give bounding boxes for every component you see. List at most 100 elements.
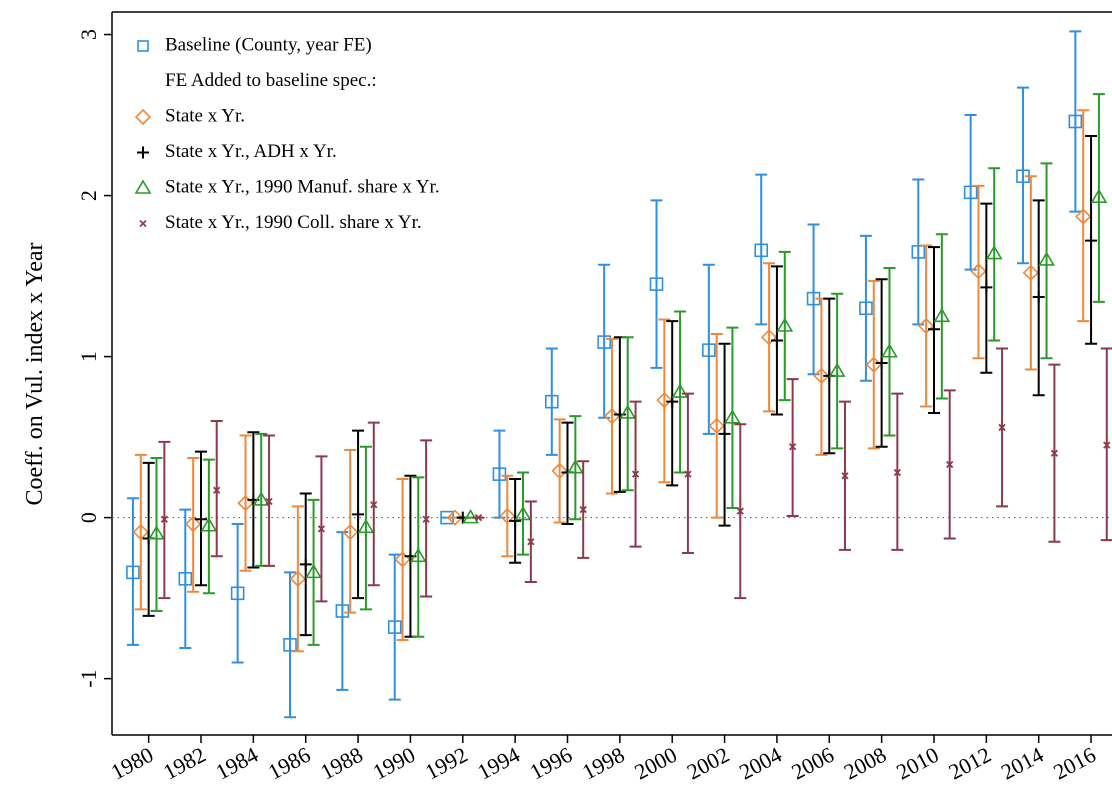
marker xyxy=(387,620,402,634)
marker xyxy=(1038,251,1055,266)
marker xyxy=(933,307,951,323)
error-bar xyxy=(920,244,933,408)
error-bar xyxy=(545,347,558,456)
marker xyxy=(305,563,322,579)
error-bar xyxy=(778,250,791,402)
x-tick-label: 2006 xyxy=(787,742,838,785)
marker xyxy=(859,301,873,316)
error-bar xyxy=(726,326,739,509)
marker xyxy=(370,501,378,509)
error-bar xyxy=(336,531,349,691)
marker xyxy=(718,427,731,440)
error-bar xyxy=(359,445,372,611)
marker xyxy=(918,317,935,335)
marker xyxy=(509,514,522,527)
legend-label: State x Yr., 1990 Manuf. share x Yr. xyxy=(165,176,440,197)
error-bar xyxy=(710,333,723,519)
error-bar xyxy=(1069,30,1082,213)
marker xyxy=(1103,441,1111,449)
legend-marker xyxy=(137,40,149,52)
marker xyxy=(566,459,584,474)
x-tick-label: 2016 xyxy=(1049,742,1100,785)
x-tick-label: 2008 xyxy=(840,742,891,785)
marker xyxy=(828,362,846,377)
marker xyxy=(702,343,716,357)
legend-label: State x Yr., 1990 Coll. share x Yr. xyxy=(165,212,422,233)
marker xyxy=(132,523,149,541)
marker xyxy=(352,508,365,521)
marker xyxy=(178,572,193,586)
marker xyxy=(317,525,326,533)
legend-note: FE Added to baseline spec.: xyxy=(165,70,377,91)
y-axis-label: Coeff. on Vul. index x Year xyxy=(22,243,48,506)
error-bar xyxy=(239,434,252,572)
x-tick-label: 2000 xyxy=(630,742,681,785)
marker xyxy=(985,244,1003,260)
marker xyxy=(770,334,783,347)
error-bar xyxy=(658,318,671,484)
error-bar xyxy=(187,457,200,593)
marker xyxy=(963,185,978,200)
marker xyxy=(1032,291,1045,304)
x-tick-label: 1984 xyxy=(211,742,262,785)
y-tick-label: 1 xyxy=(76,351,101,362)
marker xyxy=(893,468,901,477)
error-bar xyxy=(501,474,514,558)
marker xyxy=(499,507,516,525)
error-bar xyxy=(807,223,820,376)
marker xyxy=(649,277,664,291)
legend-marker xyxy=(137,146,149,159)
marker xyxy=(185,515,202,533)
marker xyxy=(551,462,568,480)
marker xyxy=(631,470,640,478)
marker xyxy=(213,486,221,494)
error-bar xyxy=(598,263,611,419)
marker xyxy=(597,335,611,349)
marker xyxy=(492,467,507,481)
marker xyxy=(946,460,954,469)
error-bar xyxy=(210,420,223,558)
marker xyxy=(195,513,208,526)
marker xyxy=(527,538,535,546)
x-tick-label: 1998 xyxy=(578,742,629,785)
marker xyxy=(776,317,794,332)
marker xyxy=(875,357,888,370)
error-bar xyxy=(972,184,985,360)
marker xyxy=(252,491,270,506)
marker xyxy=(579,505,587,514)
error-bar xyxy=(935,233,948,400)
marker xyxy=(514,505,532,521)
marker xyxy=(656,391,673,409)
error-bar xyxy=(650,199,663,369)
error-bar xyxy=(621,336,634,492)
x-tick-label: 2014 xyxy=(997,742,1048,785)
marker xyxy=(544,394,559,409)
x-tick-label: 2004 xyxy=(735,742,786,785)
marker xyxy=(724,409,741,424)
y-tick-label: -1 xyxy=(76,669,101,687)
marker xyxy=(126,565,140,580)
error-bar xyxy=(831,292,844,450)
x-tick-label: 2010 xyxy=(892,742,943,785)
error-bar xyxy=(388,553,401,701)
error-bar xyxy=(912,178,925,326)
error-bar xyxy=(859,234,872,382)
marker xyxy=(148,525,165,540)
error-bar xyxy=(1077,109,1090,323)
marker xyxy=(841,472,849,480)
marker xyxy=(754,243,769,258)
marker xyxy=(357,518,375,534)
x-tick-label: 1982 xyxy=(159,742,210,785)
error-bar xyxy=(755,173,768,326)
legend-marker xyxy=(139,219,147,228)
marker xyxy=(708,417,725,434)
marker xyxy=(1085,234,1098,247)
error-bar xyxy=(1016,86,1029,265)
legend-marker xyxy=(134,179,152,194)
marker xyxy=(911,245,926,259)
marker xyxy=(160,515,168,523)
x-tick-label: 1980 xyxy=(107,742,158,785)
error-bar xyxy=(606,337,618,495)
error-bar xyxy=(1040,162,1053,360)
